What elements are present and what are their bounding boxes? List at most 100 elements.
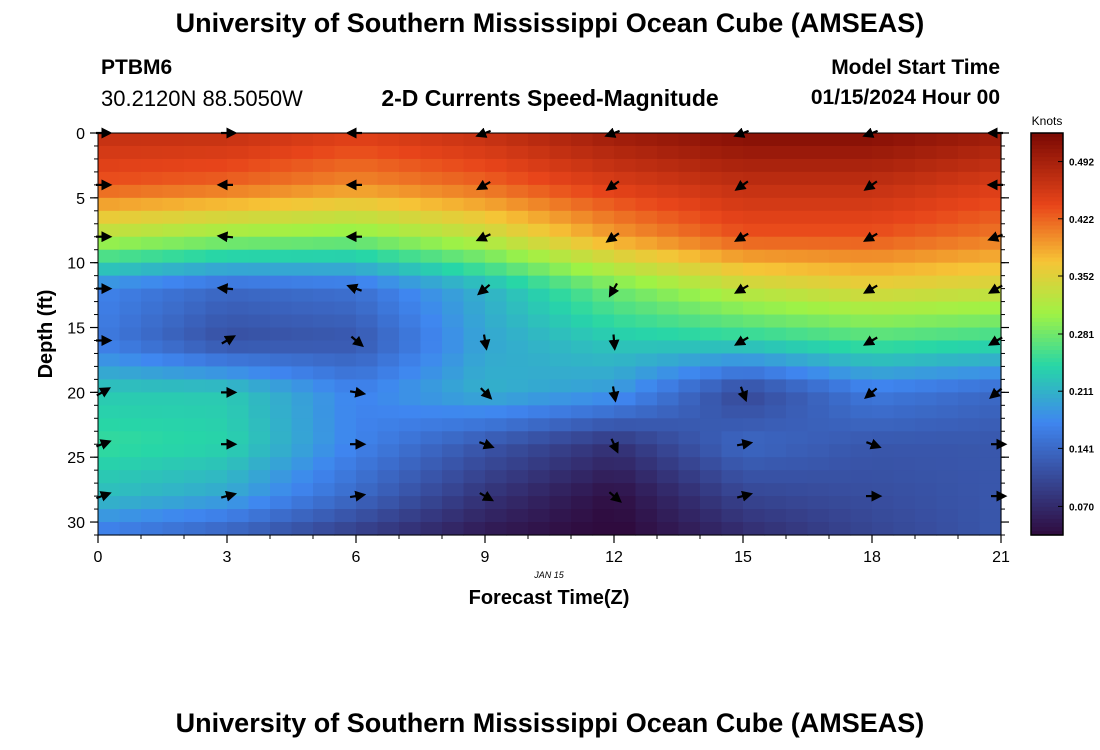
heatmap-cell (721, 457, 744, 471)
heatmap-cell (829, 145, 852, 160)
heatmap-cell (872, 145, 895, 160)
heatmap-cell (377, 210, 400, 225)
colorbar-segment (1031, 133, 1063, 138)
heatmap-cell (334, 145, 357, 160)
heatmap-cell (571, 405, 594, 419)
heatmap-cell (549, 496, 572, 510)
heatmap-cell (420, 210, 443, 225)
heatmap-cell (614, 288, 637, 303)
heatmap-cell (291, 470, 314, 484)
heatmap-cell (829, 197, 852, 212)
colorbar-segment (1031, 165, 1063, 170)
heatmap-cell (829, 366, 852, 380)
heatmap-cell (270, 457, 293, 471)
heatmap-cell (915, 366, 938, 380)
heatmap-cell (528, 184, 551, 199)
heatmap-cell (313, 418, 336, 432)
heatmap-cell (119, 366, 142, 380)
heatmap-cell (829, 301, 852, 316)
heatmap-cell (420, 223, 443, 238)
heatmap-cell (786, 275, 809, 290)
heatmap-cell (442, 509, 465, 523)
heatmap-cell (205, 249, 228, 264)
heatmap-cell (399, 184, 422, 199)
heatmap-cell (571, 470, 594, 484)
heatmap-cell (313, 301, 336, 316)
heatmap-cell (549, 171, 572, 186)
heatmap-cell (958, 483, 981, 497)
heatmap-cell (571, 444, 594, 458)
current-arrow (608, 282, 620, 298)
heatmap-cell (528, 483, 551, 497)
heatmap-cell (227, 288, 250, 303)
model-start-label: Model Start Time (831, 56, 1000, 79)
heatmap-cell (915, 522, 938, 536)
heatmap-cell (506, 184, 529, 199)
heatmap-cell (807, 366, 830, 380)
heatmap-cell (764, 392, 787, 406)
heatmap-cell (420, 444, 443, 458)
heatmap-cell (119, 496, 142, 510)
heatmap-cell (485, 327, 508, 342)
heatmap-cell (141, 314, 164, 329)
heatmap-cell (270, 145, 293, 160)
heatmap-cell (119, 145, 142, 160)
heatmap-cell (205, 288, 228, 303)
heatmap-cell (399, 431, 422, 445)
heatmap-cell (528, 210, 551, 225)
colorbar-segment (1031, 502, 1063, 508)
heatmap-cell (549, 431, 572, 445)
heatmap-cell (356, 392, 379, 406)
heatmap-cell (549, 340, 572, 355)
heatmap-cell (872, 158, 895, 173)
x-tick-label: 12 (605, 549, 623, 566)
heatmap-cell (678, 133, 701, 147)
heatmap-cell (700, 483, 723, 497)
heatmap-cell (313, 340, 336, 355)
current-arrow (987, 283, 1003, 294)
heatmap-cell (764, 418, 787, 432)
x-axis-label: Forecast Time(Z) (469, 587, 630, 609)
heatmap-cell (936, 314, 959, 329)
heatmap-cell (936, 418, 959, 432)
heatmap-cell (786, 301, 809, 316)
heatmap-cell (119, 197, 142, 212)
heatmap-cell (356, 288, 379, 303)
heatmap-cell (506, 223, 529, 238)
heatmap-cell (420, 249, 443, 264)
heatmap-cell (334, 366, 357, 380)
heatmap-cell (829, 405, 852, 419)
heatmap-cell (571, 509, 594, 523)
heatmap-cell (915, 483, 938, 497)
heatmap-cell (592, 496, 615, 510)
current-arrow (216, 231, 234, 243)
colorbar-segment (1031, 217, 1063, 223)
heatmap-cell (850, 301, 873, 316)
heatmap-cell (571, 353, 594, 368)
heatmap-cell (915, 184, 938, 199)
heatmap-cell (786, 470, 809, 484)
heatmap-cell (506, 275, 529, 290)
colorbar-segment (1031, 522, 1063, 528)
heatmap-cell (700, 470, 723, 484)
heatmap-cell (442, 249, 465, 264)
heatmap-cell (141, 353, 164, 368)
heatmap-cell (872, 366, 895, 380)
heatmap-cell (463, 392, 486, 406)
heatmap-cell (764, 223, 787, 238)
heatmap-cell (915, 340, 938, 355)
heatmap-cell (571, 483, 594, 497)
heatmap-cell (270, 366, 293, 380)
heatmap-cell (764, 457, 787, 471)
heatmap-cell (678, 223, 701, 238)
heatmap-cell (506, 262, 529, 277)
heatmap-cell (141, 158, 164, 173)
heatmap-cell (958, 301, 981, 316)
heatmap-cell (227, 496, 250, 510)
heatmap-cell (506, 197, 529, 212)
heatmap-cell (979, 483, 1002, 497)
y-tick-label: 20 (67, 385, 85, 402)
heatmap-cell (829, 236, 852, 251)
heatmap-cell (141, 184, 164, 199)
heatmap-cell (764, 483, 787, 497)
